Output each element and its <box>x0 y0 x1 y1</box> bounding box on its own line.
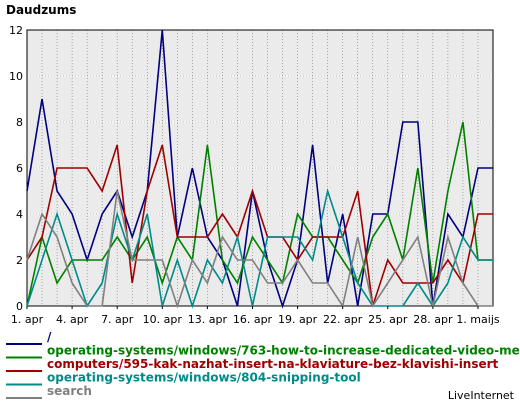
series-lines <box>26 29 493 309</box>
x-tick-label: 10. apr <box>143 313 183 326</box>
x-tick-label: 1. apr <box>11 313 44 326</box>
legend-label-3: operating-systems/windows/804-snipping-t… <box>47 371 361 385</box>
credit-label: LiveInternet <box>448 389 515 402</box>
x-axis: 1. apr 4. apr 7. apr 10. apr 13. apr 16. apr 1… <box>11 306 500 326</box>
y-tick-label: 10 <box>9 70 23 83</box>
series-line-2 <box>26 144 493 307</box>
x-tick-label: 25. apr <box>368 313 408 326</box>
legend-label-1: operating-systems/windows/763-how-to-inc… <box>47 344 520 358</box>
legend-label-4: search <box>47 384 92 398</box>
y-tick-label: 0 <box>16 300 23 313</box>
series-line-0 <box>26 29 493 309</box>
x-tick-label: 7. apr <box>101 313 134 326</box>
x-tick-label: 19. apr <box>278 313 318 326</box>
x-tick-label: 28. apr <box>413 313 453 326</box>
y-tick-label: 12 <box>9 24 23 37</box>
y-tick-label: 4 <box>16 208 23 221</box>
y-axis: 0 2 4 6 8 10 12 <box>9 24 23 313</box>
y-tick-label: 2 <box>16 254 23 267</box>
x-tick-label: 22. apr <box>323 313 363 326</box>
series-line-4 <box>26 190 493 309</box>
y-tick-label: 8 <box>16 116 23 129</box>
legend-label-2: computers/595-kak-nazhat-insert-na-klavi… <box>47 357 499 371</box>
chart-title: Daudzums <box>6 3 76 17</box>
legend-label-0: / <box>47 330 52 344</box>
x-tick-label: 13. apr <box>188 313 228 326</box>
x-tick-label: 16. apr <box>233 313 273 326</box>
x-tick-label: 1. maijs <box>456 313 500 326</box>
legend: /operating-systems/windows/763-how-to-in… <box>6 330 520 399</box>
series-line-1 <box>26 121 493 307</box>
y-tick-label: 6 <box>16 162 23 175</box>
x-tick-label: 4. apr <box>56 313 89 326</box>
